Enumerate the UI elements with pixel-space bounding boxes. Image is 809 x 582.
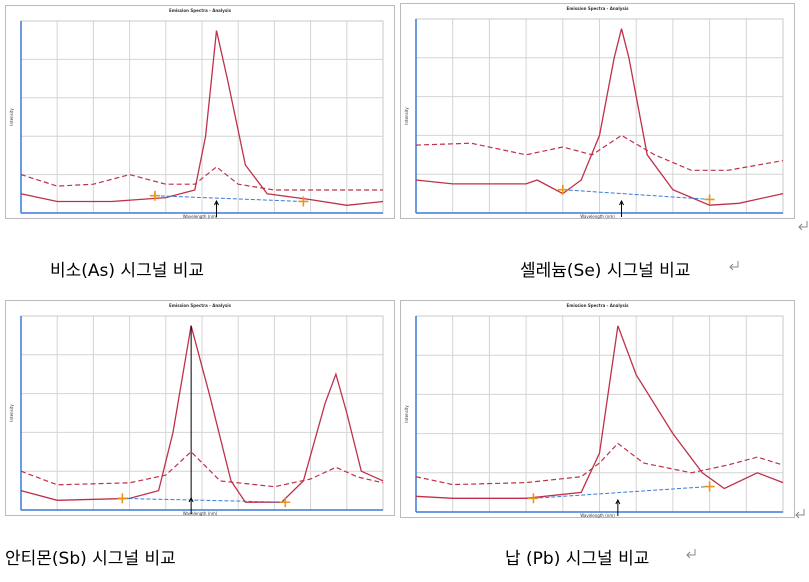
y-axis-label: Intensity <box>9 108 14 126</box>
paragraph-mark <box>729 261 739 271</box>
panel-title: Emission Spectra - Analysis <box>566 303 629 308</box>
y-axis-label: Intensity <box>404 405 409 423</box>
caption: 셀레늄(Se) 시그널 비교 <box>520 261 691 281</box>
baseline-marker <box>528 493 539 504</box>
dashed-spectrum <box>415 134 784 171</box>
panel-title: Emission Spectra - Analysis <box>566 6 629 11</box>
baseline-marker <box>704 194 715 205</box>
x-axis-label: Wavelength (nm) <box>580 214 615 219</box>
paragraph-mark <box>686 549 696 559</box>
baseline-marker <box>117 493 128 504</box>
paragraph-mark <box>795 509 805 519</box>
y-axis-label: Intensity <box>9 404 14 422</box>
spectrum-panel: Emission Spectra - Analysis Wavelength (n… <box>5 300 395 516</box>
x-axis-label: Wavelength (nm) <box>183 511 218 516</box>
peak-arrow <box>619 199 624 206</box>
baseline-marker <box>298 196 309 207</box>
baseline <box>154 195 304 202</box>
caption: 비소(As) 시그널 비교 <box>50 261 205 281</box>
baseline-marker <box>704 481 715 492</box>
panel-title: Emission Spectra - Analysis <box>169 303 232 308</box>
solid-spectrum <box>20 30 384 206</box>
x-axis-label: Wavelength (nm) <box>183 214 218 219</box>
panel-border <box>5 300 395 516</box>
peak-arrow <box>214 199 219 206</box>
peak-arrow <box>188 496 194 503</box>
baseline-marker <box>280 497 291 508</box>
panel-title: Emission Spectra - Analysis <box>169 8 232 13</box>
baseline <box>533 486 710 499</box>
solid-spectrum <box>20 325 384 503</box>
caption: 안티몬(Sb) 시그널 비교 <box>5 549 176 569</box>
y-axis-label: Intensity <box>404 107 409 125</box>
baseline <box>562 189 710 200</box>
solid-spectrum <box>415 28 784 206</box>
spectrum-panel: Emission Spectra - Analysis Wavelength (n… <box>400 300 795 518</box>
dashed-spectrum <box>20 166 383 191</box>
peak-arrow <box>615 498 621 505</box>
spectrum-panel: Emission Spectra - Analysis Wavelength (n… <box>400 3 795 219</box>
baseline <box>122 497 286 503</box>
panel-border <box>400 3 795 219</box>
caption: 납 (Pb) 시그널 비교 <box>505 549 650 569</box>
panel-border <box>400 300 795 518</box>
x-axis-label: Wavelength (nm) <box>580 513 615 518</box>
solid-spectrum <box>415 325 784 499</box>
paragraph-mark <box>798 221 808 231</box>
panel-border <box>5 5 395 219</box>
baseline-marker <box>149 190 160 201</box>
baseline-marker <box>557 184 568 195</box>
spectrum-panel: Emission Spectra - Analysis Wavelength (n… <box>5 5 395 219</box>
dashed-spectrum <box>415 442 784 486</box>
